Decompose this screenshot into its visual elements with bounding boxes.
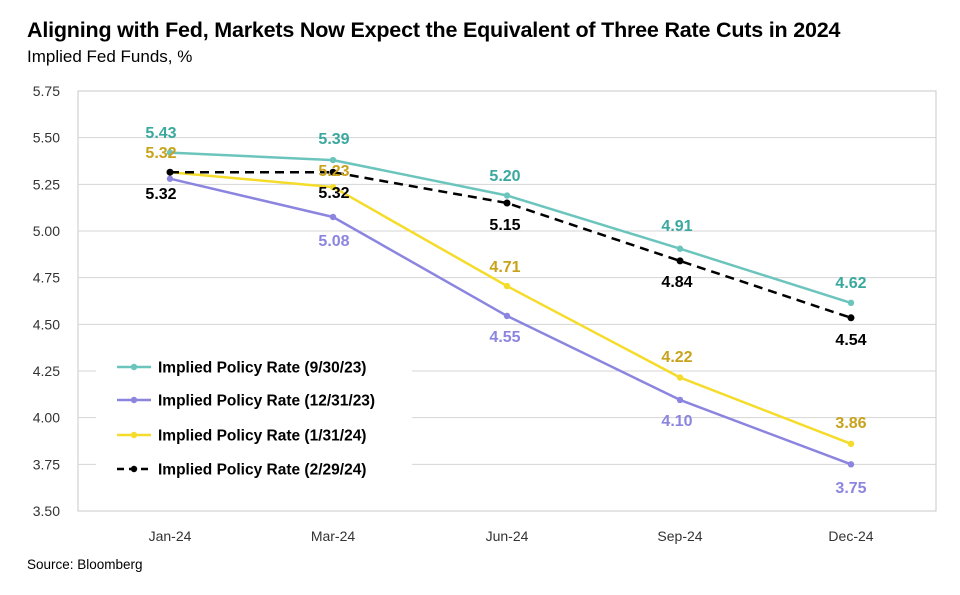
- data-label: 4.71: [489, 259, 520, 276]
- y-tick-label: 5.75: [33, 83, 60, 99]
- legend-label: Implied Policy Rate (2/29/24): [158, 462, 366, 479]
- data-point: [329, 183, 337, 191]
- legend-marker: [130, 431, 138, 439]
- data-label: 5.32: [318, 185, 349, 202]
- data-point: [847, 314, 855, 322]
- data-label: 5.43: [145, 125, 176, 142]
- data-point: [329, 213, 337, 221]
- data-point: [166, 149, 174, 156]
- data-label: 5.20: [489, 168, 520, 185]
- series-line: [170, 170, 852, 319]
- data-label: 4.84: [661, 274, 692, 291]
- data-label: 5.32: [145, 186, 176, 203]
- series-lines: [166, 149, 855, 468]
- plot-area: [77, 90, 937, 512]
- data-point: [847, 299, 855, 307]
- y-tick-label: 5.25: [33, 176, 60, 192]
- chart-subtitle: Implied Fed Funds, %: [27, 47, 193, 66]
- legend-label: Implied Policy Rate (9/30/23): [158, 360, 366, 377]
- data-label: 5.15: [489, 217, 520, 234]
- data-point: [676, 374, 684, 381]
- data-point: [329, 156, 337, 164]
- data-labels: 5.43 5.39 5.20 4.91 4.62 5.08 4.55 4.10 3.75 5.32…: [145, 125, 866, 497]
- data-label: 4.62: [835, 275, 866, 292]
- y-tick-label: 4.75: [33, 270, 60, 286]
- x-tick-label: Dec-24: [828, 528, 873, 544]
- data-point: [503, 312, 511, 320]
- y-tick-label: 4.25: [33, 363, 60, 379]
- y-tick-label: 5.50: [33, 130, 60, 146]
- data-label: 4.91: [661, 218, 692, 235]
- data-label: 3.75: [835, 480, 866, 497]
- data-point: [847, 440, 855, 447]
- chart-title: Aligning with Fed, Markets Now Expect th…: [27, 18, 841, 42]
- data-point: [329, 168, 337, 176]
- data-label: 5.32: [145, 145, 176, 162]
- y-tick-label: 5.00: [33, 223, 60, 239]
- data-point: [676, 396, 684, 404]
- legend-marker: [130, 363, 138, 371]
- x-tick-label: Jan-24: [149, 528, 192, 544]
- data-label: 3.86: [835, 415, 866, 432]
- data-label: 5.08: [318, 233, 349, 250]
- source-note: Source: Bloomberg: [27, 557, 143, 572]
- legend-label: Implied Policy Rate (1/31/24): [158, 428, 366, 445]
- legend-label: Implied Policy Rate (12/31/23): [158, 393, 375, 410]
- y-tick-label: 4.00: [33, 410, 60, 426]
- data-label: 4.22: [661, 349, 692, 366]
- x-tick-label: Sep-24: [657, 528, 702, 544]
- data-point: [503, 199, 511, 207]
- data-label: 4.54: [835, 332, 866, 349]
- data-point: [847, 461, 855, 468]
- y-axis: 3.50 3.75 4.00 4.25 4.50 4.75 5.00 5.25 5.50 5.75: [33, 83, 60, 519]
- data-point: [676, 257, 684, 265]
- y-tick-label: 3.75: [33, 456, 60, 472]
- data-label: 4.10: [661, 413, 692, 430]
- x-tick-label: Jun-24: [486, 528, 529, 544]
- data-point: [166, 175, 174, 182]
- gridlines: [78, 137, 936, 465]
- legend: Implied Policy Rate (9/30/23) Implied Pol…: [96, 345, 412, 487]
- y-tick-label: 4.50: [33, 316, 60, 332]
- x-tick-label: Mar-24: [311, 528, 356, 544]
- data-point: [503, 282, 511, 290]
- legend-background: [96, 345, 412, 487]
- legend-marker: [130, 396, 138, 404]
- data-label: 4.55: [489, 329, 520, 346]
- x-axis: Jan-24 Mar-24 Jun-24 Sep-24 Dec-24: [149, 528, 874, 544]
- data-point: [166, 168, 174, 176]
- data-point: [503, 192, 511, 199]
- data-label: 5.23: [318, 163, 349, 180]
- data-label: 5.39: [318, 131, 349, 148]
- y-tick-label: 3.50: [33, 503, 60, 519]
- data-point: [676, 245, 684, 252]
- legend-marker: [130, 465, 138, 473]
